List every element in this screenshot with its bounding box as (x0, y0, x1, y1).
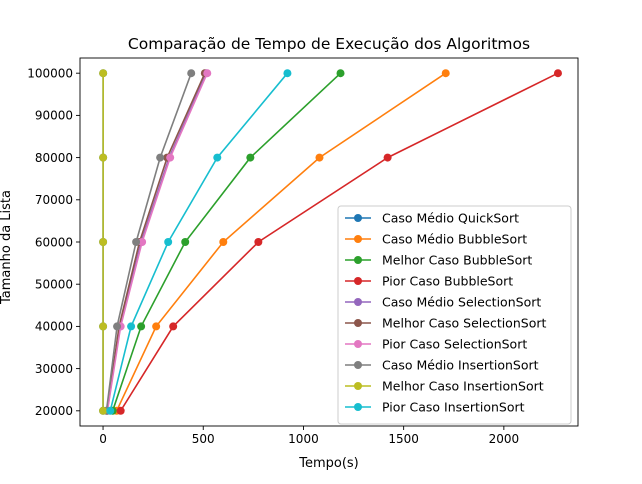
y-tick-label: 80000 (35, 151, 73, 165)
data-point-s8-p4 (156, 154, 164, 162)
data-point-s4-p2 (169, 322, 177, 330)
legend-marker-3 (354, 256, 362, 264)
data-point-s3-p4 (246, 154, 254, 162)
y-tick-label: 50000 (35, 278, 73, 292)
legend-label-9: Melhor Caso InsertionSort (382, 379, 544, 394)
data-point-s4-p3 (254, 238, 262, 246)
y-axis-label: Tamanho da Lista (0, 190, 14, 305)
legend-marker-8 (354, 361, 362, 369)
data-point-s10-p5 (283, 69, 291, 77)
data-point-s9-p5 (99, 69, 107, 77)
data-point-s8-p3 (132, 238, 140, 246)
legend-marker-10 (354, 403, 362, 411)
legend-label-1: Caso Médio QuickSort (382, 211, 519, 226)
y-tick-label: 100000 (27, 66, 73, 80)
data-point-s10-p1 (106, 407, 114, 415)
data-point-s8-p2 (113, 322, 121, 330)
data-point-s2-p3 (219, 238, 227, 246)
x-tick-label: 1500 (388, 432, 419, 446)
y-tick-label: 60000 (35, 235, 73, 249)
data-point-s9-p4 (99, 154, 107, 162)
data-point-s9-p3 (99, 238, 107, 246)
data-point-s9-p1 (99, 407, 107, 415)
data-point-s4-p4 (384, 154, 392, 162)
legend-marker-1 (354, 214, 362, 222)
data-point-s9-p2 (99, 322, 107, 330)
y-tick-label: 70000 (35, 193, 73, 207)
x-axis-label: Tempo(s) (298, 456, 359, 471)
x-tick-label: 1000 (288, 432, 319, 446)
legend-label-3: Melhor Caso BubbleSort (382, 253, 532, 268)
legend-marker-2 (354, 235, 362, 243)
data-point-s4-p1 (117, 407, 125, 415)
data-point-s7-p4 (166, 154, 174, 162)
x-tick-label: 0 (99, 432, 107, 446)
y-tick-label: 40000 (35, 320, 73, 334)
x-tick-label: 2000 (489, 432, 520, 446)
data-point-s4-p5 (554, 69, 562, 77)
legend-marker-7 (354, 340, 362, 348)
legend: Caso Médio QuickSort Caso Médio BubbleSor… (338, 206, 571, 424)
y-tick-label: 30000 (35, 362, 73, 376)
data-point-s10-p3 (164, 238, 172, 246)
data-point-s3-p3 (181, 238, 189, 246)
x-tick-label: 500 (192, 432, 215, 446)
legend-label-6: Melhor Caso SelectionSort (382, 316, 546, 331)
data-point-s10-p2 (127, 322, 135, 330)
legend-label-4: Pior Caso BubbleSort (382, 274, 513, 289)
legend-label-7: Pior Caso SelectionSort (382, 337, 527, 352)
y-tick-label: 20000 (35, 404, 73, 418)
data-point-s2-p4 (315, 154, 323, 162)
data-point-s8-p5 (187, 69, 195, 77)
y-tick-label: 90000 (35, 109, 73, 123)
legend-marker-4 (354, 277, 362, 285)
data-point-s7-p5 (203, 69, 211, 77)
legend-label-10: Pior Caso InsertionSort (382, 400, 525, 415)
legend-marker-9 (354, 382, 362, 390)
data-point-s3-p2 (137, 322, 145, 330)
legend-label-5: Caso Médio SelectionSort (382, 295, 541, 310)
data-point-s3-p5 (337, 69, 345, 77)
legend-label-8: Caso Médio InsertionSort (382, 358, 539, 373)
chart-title: Comparação de Tempo de Execução dos Algo… (128, 35, 530, 53)
legend-marker-6 (354, 319, 362, 327)
data-point-s2-p2 (152, 322, 160, 330)
legend-label-2: Caso Médio BubbleSort (382, 232, 527, 247)
data-point-s10-p4 (213, 154, 221, 162)
legend-marker-5 (354, 298, 362, 306)
data-point-s2-p5 (442, 69, 450, 77)
